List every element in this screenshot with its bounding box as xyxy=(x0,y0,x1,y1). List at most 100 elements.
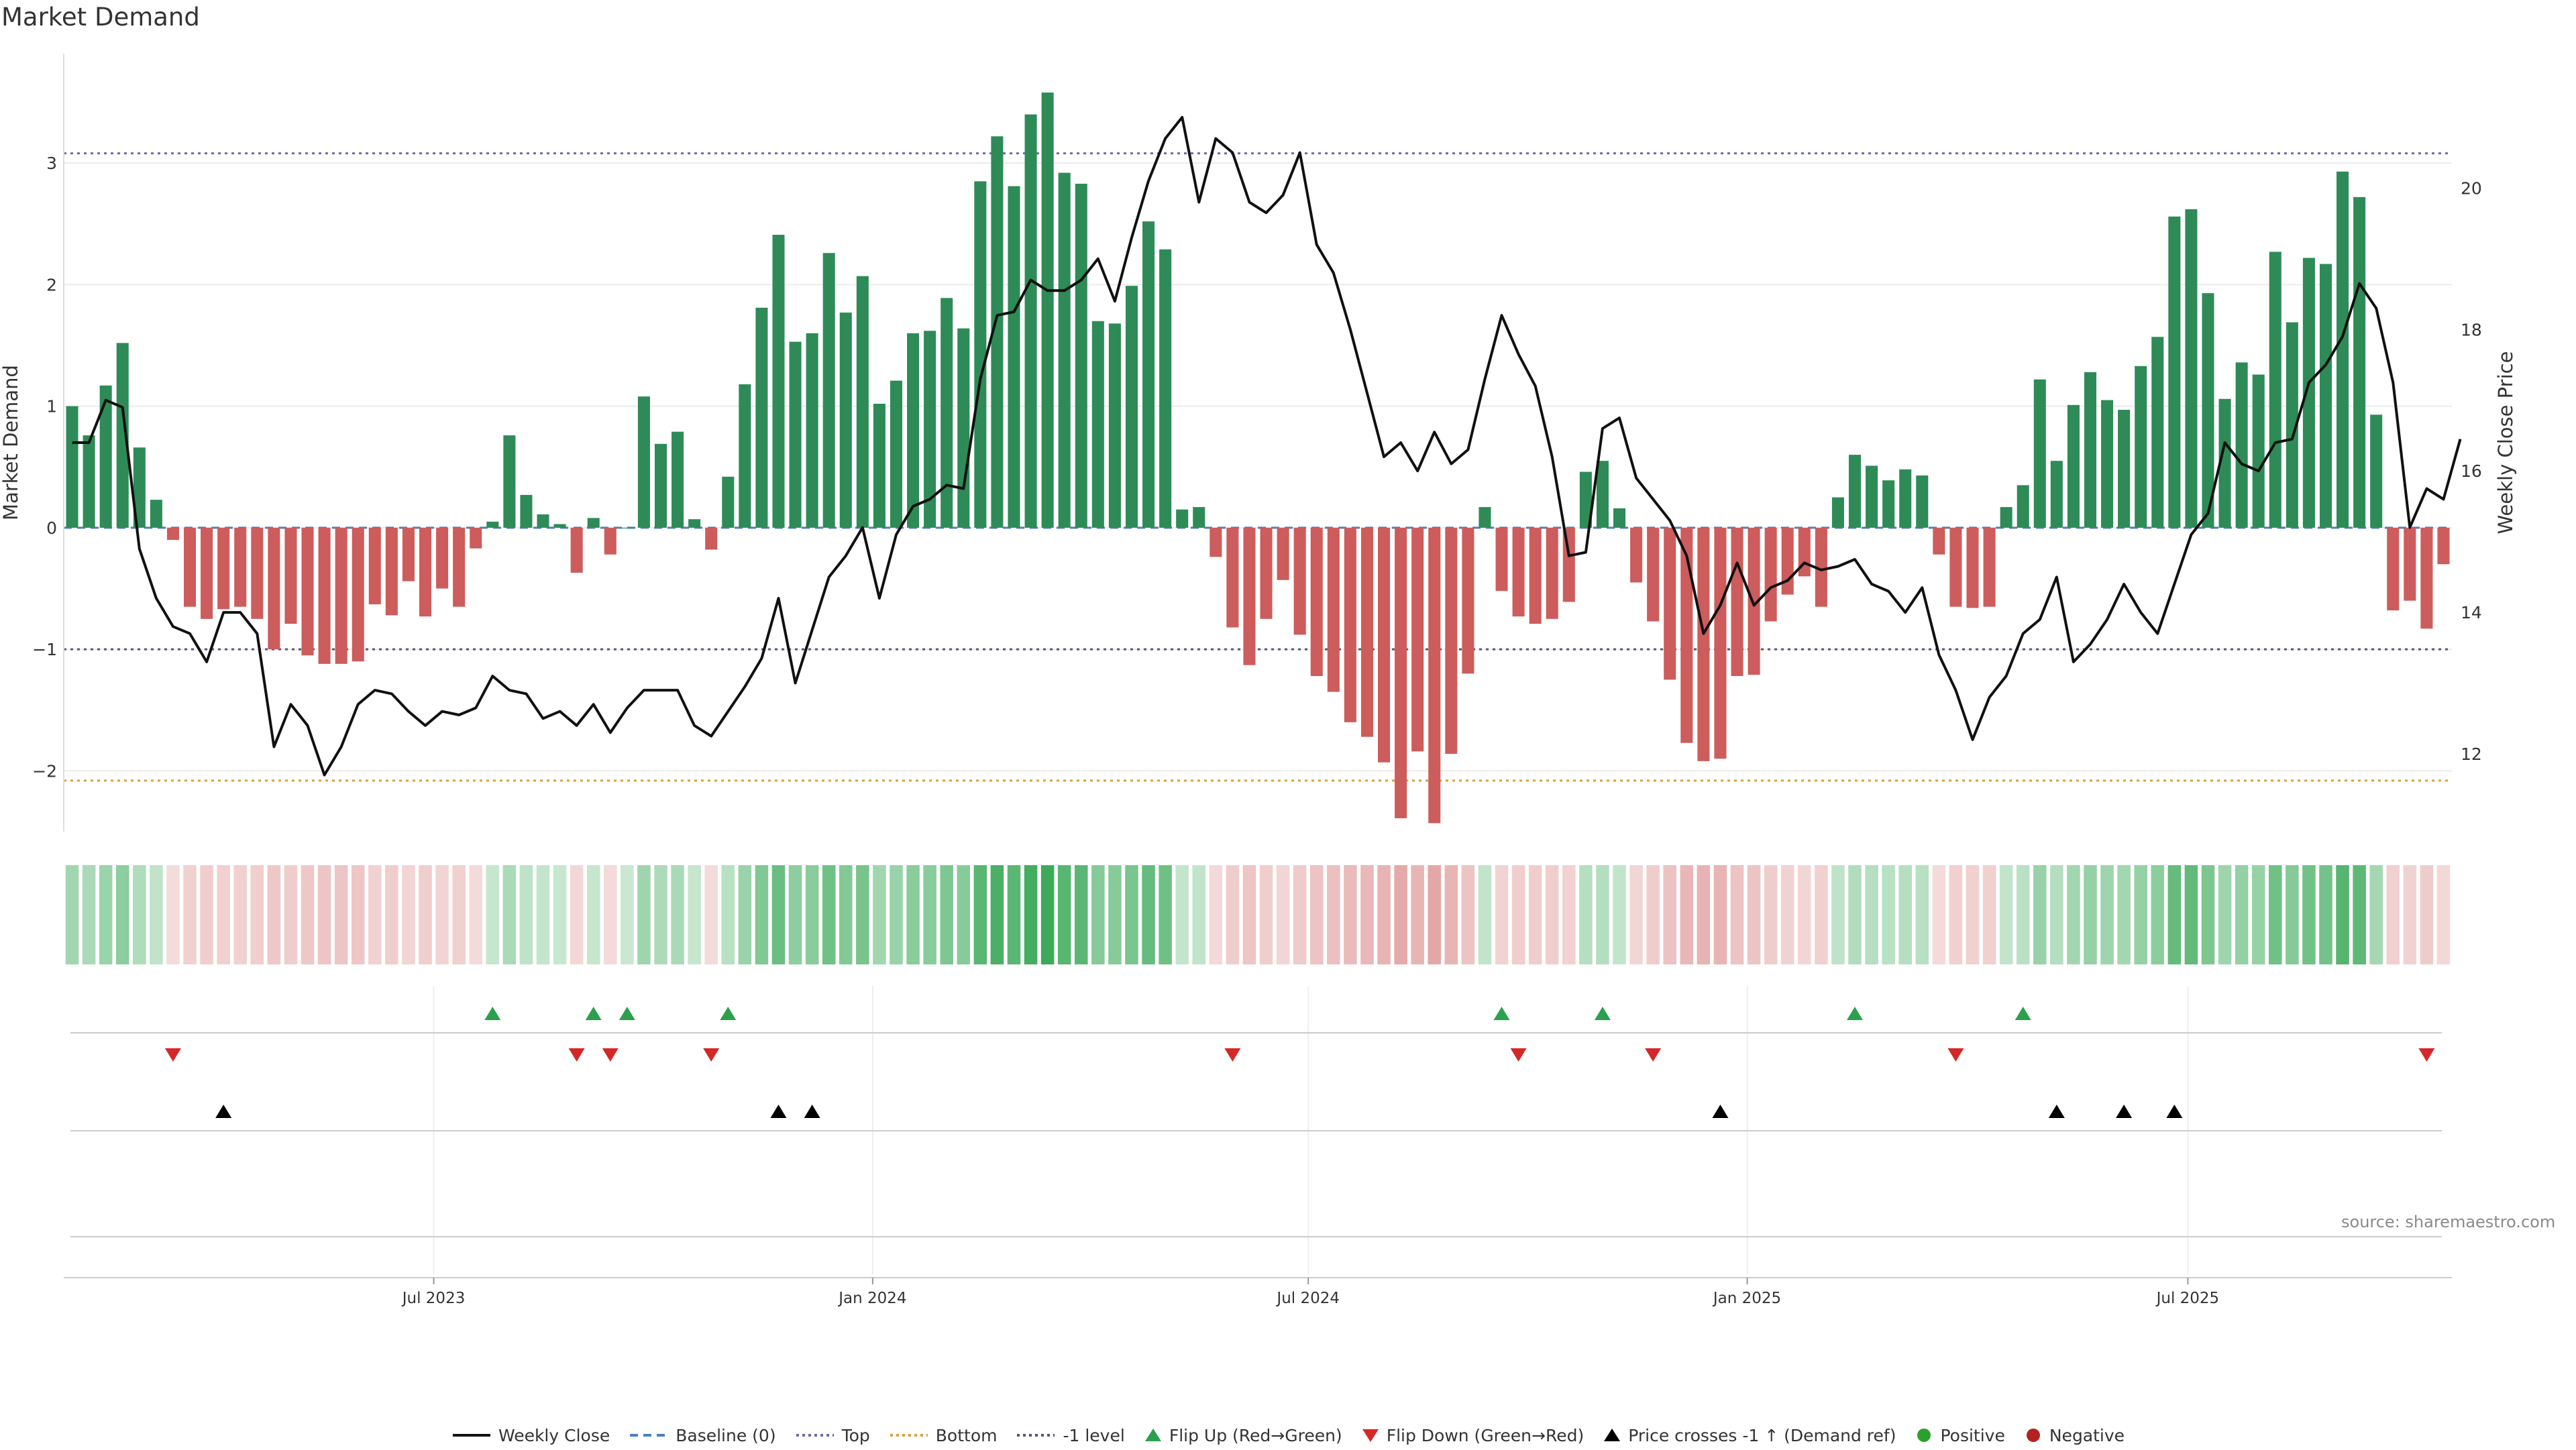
demand-bar xyxy=(1949,527,1962,607)
heat-cell xyxy=(2420,865,2434,964)
flip-down-marker xyxy=(1645,1048,1662,1062)
heat-cell xyxy=(1579,865,1593,964)
demand-bar xyxy=(991,136,1004,528)
heat-cell xyxy=(1815,865,1828,964)
demand-bar xyxy=(1108,323,1121,528)
heat-cell xyxy=(1276,865,1290,964)
heat-cell xyxy=(2319,865,2332,964)
demand-bar xyxy=(1395,527,1407,819)
demand-bar xyxy=(1848,455,1862,528)
y-tick-label-left: −1 xyxy=(32,640,57,659)
demand-heat-strip xyxy=(65,865,2451,964)
legend-item: Price crosses -1 ↑ (Demand ref) xyxy=(1603,1426,1896,1445)
heat-cell xyxy=(1646,865,1660,964)
demand-bar xyxy=(2084,372,2097,528)
legend-swatch xyxy=(630,1434,668,1437)
heat-cell xyxy=(402,865,415,964)
demand-bar xyxy=(1748,527,1760,675)
heat-cell xyxy=(1428,865,1442,964)
demand-bar xyxy=(99,385,112,528)
demand-bar xyxy=(402,527,415,581)
heat-cell xyxy=(1613,865,1626,964)
heat-cell xyxy=(1344,865,1357,964)
demand-bar xyxy=(2033,379,2046,528)
heat-cell xyxy=(486,865,500,964)
heat-cell xyxy=(940,865,953,964)
x-tick-label: Jan 2024 xyxy=(837,1290,906,1307)
demand-bar xyxy=(1479,507,1491,528)
heat-cell xyxy=(1882,865,1895,964)
heat-cell xyxy=(2353,865,2366,964)
legend-swatch xyxy=(1604,1429,1621,1441)
heat-cell xyxy=(351,865,365,964)
heat-cell xyxy=(822,865,836,964)
flip-up-marker xyxy=(1847,1007,1863,1020)
demand-bar xyxy=(553,524,566,528)
demand-bar xyxy=(856,276,869,528)
demand-bar xyxy=(1125,286,1138,528)
demand-bar xyxy=(1360,527,1373,737)
flip-down-marker xyxy=(568,1048,585,1062)
demand-bar xyxy=(1428,527,1441,824)
flip-down-marker xyxy=(1510,1048,1527,1062)
price-cross-marker xyxy=(215,1105,232,1118)
heat-cell xyxy=(1697,865,1711,964)
legend-label: Negative xyxy=(2049,1425,2125,1445)
demand-bar xyxy=(654,443,667,528)
demand-bar xyxy=(1495,527,1508,592)
heat-cell xyxy=(671,865,684,964)
demand-bar xyxy=(1731,527,1743,676)
demand-bar xyxy=(1277,527,1289,580)
demand-bar xyxy=(604,527,616,555)
demand-bar xyxy=(1462,527,1474,674)
demand-bar xyxy=(2202,293,2214,528)
heat-cell xyxy=(1747,865,1761,964)
heat-cell xyxy=(82,865,96,964)
demand-bar xyxy=(1260,527,1273,619)
demand-bar xyxy=(2118,410,2131,528)
heat-cell xyxy=(890,865,903,964)
flip-up-marker xyxy=(619,1007,635,1020)
demand-bar xyxy=(1630,527,1643,583)
heat-cell xyxy=(217,865,230,964)
demand-bar xyxy=(1899,469,1912,528)
heat-cell xyxy=(1040,865,1055,964)
heat-cell xyxy=(2302,865,2316,964)
demand-bar xyxy=(2353,197,2366,528)
heat-cell xyxy=(1596,865,1609,964)
heat-cell xyxy=(586,865,600,964)
y-tick-label-right: 16 xyxy=(2461,461,2482,481)
chart-legend: Weekly Close Baseline (0) Top Bottom -1 … xyxy=(0,1420,2576,1450)
demand-bar xyxy=(2050,461,2063,528)
legend-label: Positive xyxy=(1940,1425,2005,1445)
heat-cell xyxy=(166,865,180,964)
heat-cell xyxy=(1495,865,1509,964)
demand-bar xyxy=(1966,527,1979,608)
legend-swatch xyxy=(1017,1434,1055,1437)
heat-cell xyxy=(1377,865,1391,964)
demand-bar xyxy=(772,235,785,528)
heat-cell xyxy=(604,865,617,964)
price-cross-marker xyxy=(770,1105,787,1118)
demand-bar xyxy=(1831,497,1844,528)
flip-up-marker xyxy=(720,1007,737,1020)
demand-bar xyxy=(166,527,179,540)
legend-triangle-down-swatch xyxy=(1362,1429,1379,1442)
axes: 3 2 1 0 −1 −2 20 18 16 14 12 Market Demand Weekly Cl… xyxy=(0,54,2517,1307)
legend-circle-swatch xyxy=(1917,1429,1931,1442)
heat-cell xyxy=(1360,865,1374,964)
source-credit: source: sharemaestro.com xyxy=(2341,1213,2556,1231)
demand-bar xyxy=(957,328,970,528)
demand-bar xyxy=(1815,527,1827,607)
demand-bar xyxy=(2337,171,2349,528)
demand-bar xyxy=(234,527,247,607)
heat-cell xyxy=(1209,865,1223,964)
legend-label: Flip Up (Red→Green) xyxy=(1169,1425,1342,1445)
heat-cell xyxy=(419,865,432,964)
flip-down-marker xyxy=(703,1048,720,1062)
heat-cell xyxy=(2016,865,2030,964)
demand-bar xyxy=(318,527,331,664)
heat-cell xyxy=(2151,865,2165,964)
heat-cell xyxy=(1024,865,1038,964)
